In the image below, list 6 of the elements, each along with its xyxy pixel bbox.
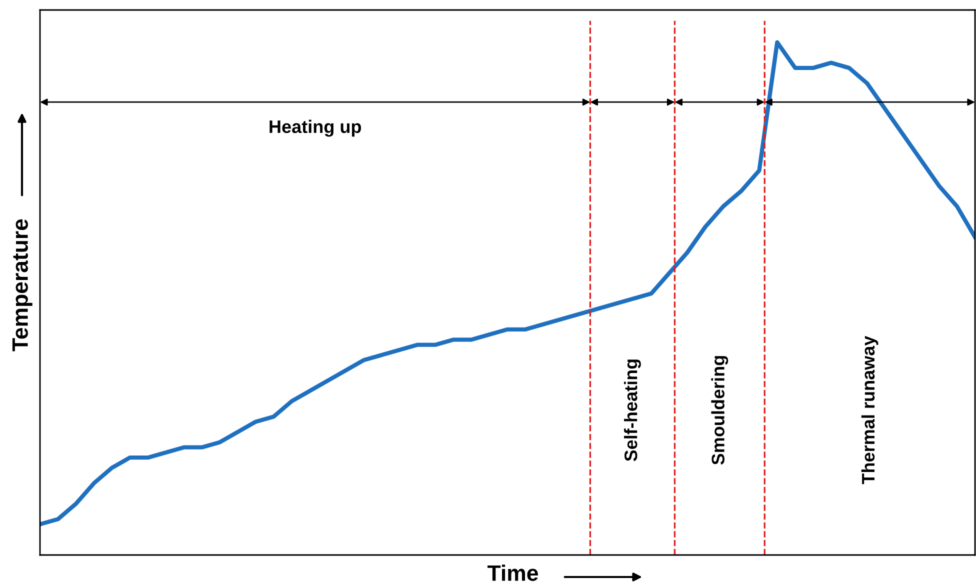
y-axis-title: Temperature (12, 219, 32, 352)
annotation: Thermal runaway (861, 336, 878, 484)
annotation: Heating up (270, 120, 362, 137)
annotation: Self-heating (624, 360, 641, 462)
annotation: Smouldering (711, 356, 728, 465)
x-axis-title: Time (488, 564, 538, 581)
